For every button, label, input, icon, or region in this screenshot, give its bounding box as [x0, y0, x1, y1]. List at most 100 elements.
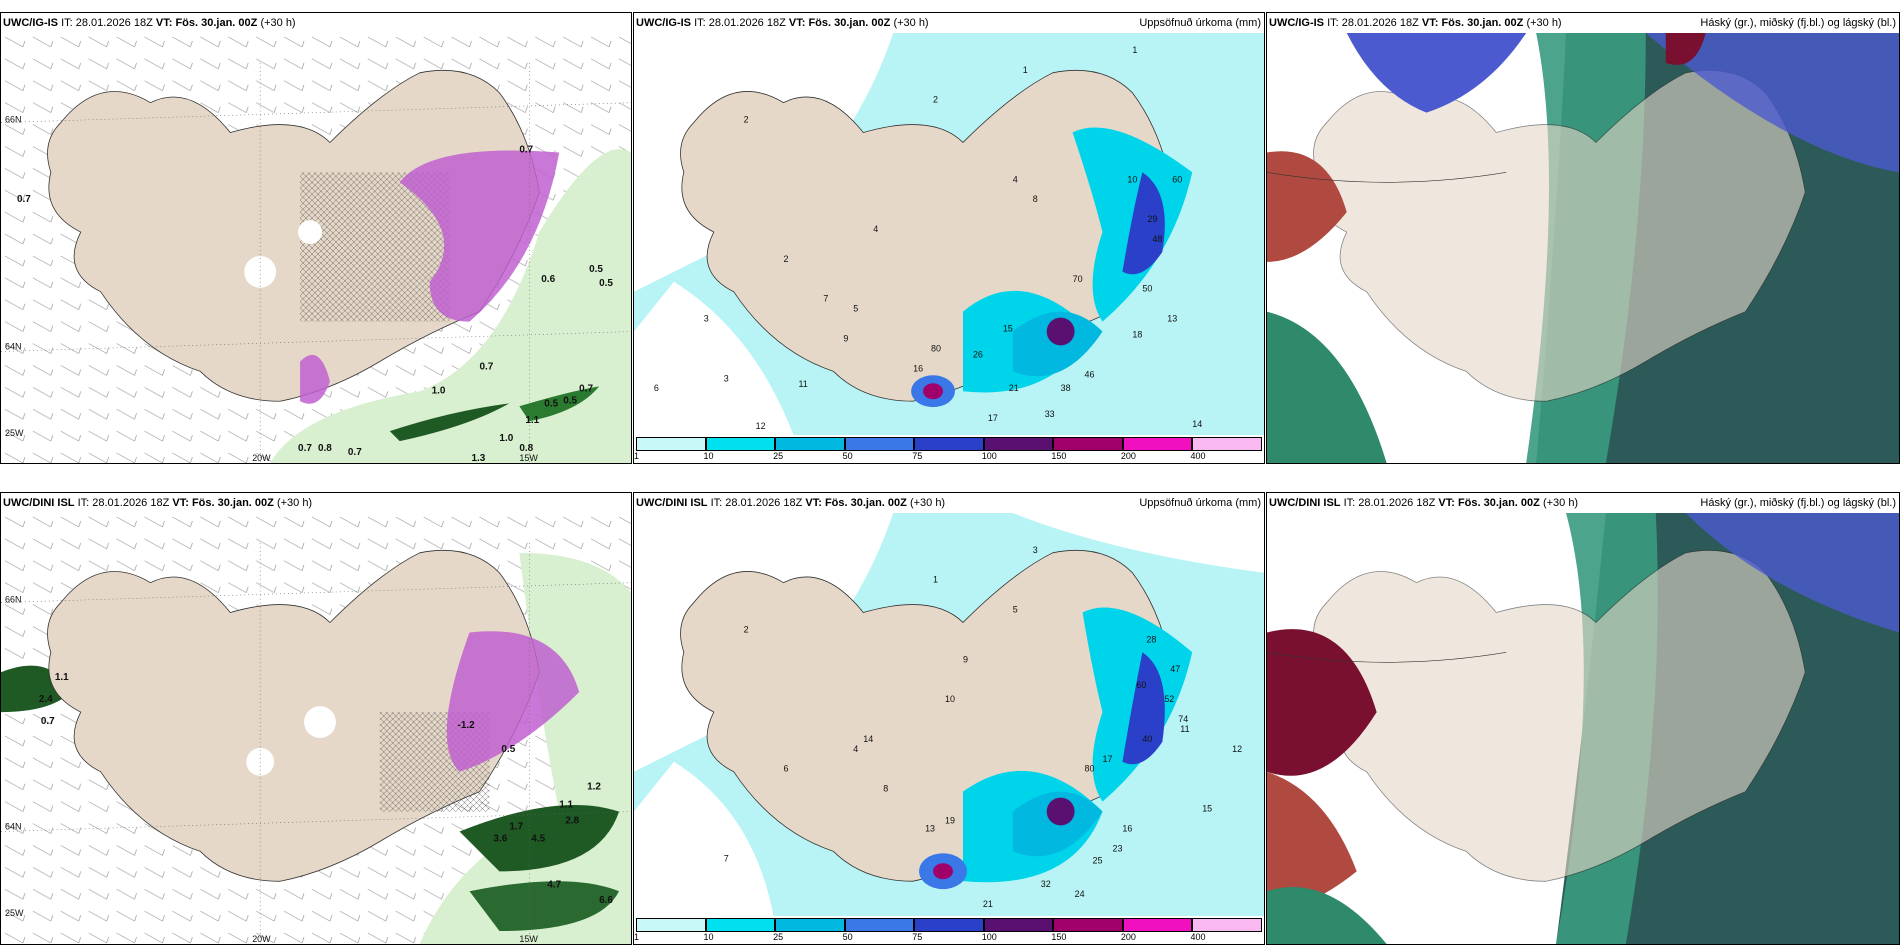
map-svg: [1267, 33, 1899, 463]
value-label: 11: [1180, 724, 1189, 734]
lat-s-label: 25W: [5, 428, 24, 438]
value-label: 1.0: [432, 385, 446, 396]
panel-field-title: Uppsöfnuð úrkoma (mm): [1139, 17, 1261, 29]
value-label: 16: [1122, 823, 1132, 833]
value-label: 46: [1085, 369, 1095, 379]
value-label: 28: [1146, 634, 1156, 644]
value-label: 14: [1192, 419, 1202, 429]
lat-s-label: 25W: [5, 908, 24, 918]
value-label: 48: [1152, 234, 1162, 244]
value-label: 13: [925, 823, 935, 833]
value-label: 70: [1073, 274, 1083, 284]
value-label: 0.7: [41, 716, 55, 727]
value-label: 9: [843, 333, 848, 343]
value-label: 3: [724, 373, 729, 383]
value-label: 8: [1033, 194, 1038, 204]
colorbar-segment: [636, 918, 706, 932]
value-label: 0.5: [544, 398, 558, 409]
value-label: 17: [988, 413, 998, 423]
colorbar-segment: [983, 918, 1054, 932]
colorbar-tick-label: 100: [981, 932, 997, 942]
panel-field-title: Uppsöfnuð úrkoma (mm): [1139, 497, 1261, 509]
map-svg: 66N 64N 25W 20W 15W 1.1 2.4 0.7 -1.2 3.6…: [1, 513, 631, 944]
panel-header: UWC/DINI ISL IT: 28.01.2026 18Z VT: Fös.…: [634, 493, 1264, 513]
value-label: 12: [756, 421, 766, 431]
colorbar-segment: [775, 918, 845, 932]
green-region: [270, 149, 631, 463]
map-svg: [1267, 513, 1899, 944]
value-label: 1.3: [472, 453, 486, 463]
value-label: 50: [1142, 284, 1152, 294]
value-label: 0.5: [599, 278, 613, 289]
value-label: 17: [1103, 754, 1113, 764]
colorbar-segment: [636, 437, 706, 451]
map-area[interactable]: [1267, 513, 1899, 944]
colorbar-segment: [914, 918, 984, 932]
colorbar-tick-label: 75: [912, 451, 923, 461]
map-area[interactable]: 3 2 1 4 5 6 7 8 10 14 9 13 19 16 17 23 2…: [634, 513, 1264, 916]
panel-header: UWC/DINI ISL IT: 28.01.2026 18Z VT: Fös.…: [1, 493, 631, 513]
value-label: 19: [945, 815, 955, 825]
value-label: 10: [945, 694, 955, 704]
value-label: 52: [1164, 694, 1174, 704]
colorbar-segment: [983, 437, 1054, 451]
colorbar-tick-label: 1: [634, 451, 640, 461]
value-label: 2: [744, 115, 749, 125]
map-svg: 3 2 1 4 5 6 7 8 10 14 9 13 19 16 17 23 2…: [634, 513, 1264, 916]
value-label: 1.2: [587, 782, 601, 793]
value-label: 38: [1061, 383, 1071, 393]
value-label: 2.4: [39, 694, 53, 705]
colorbar-tick-label: 100: [981, 451, 997, 461]
value-label: 3.6: [493, 833, 507, 844]
lon15-label: 15W: [519, 934, 538, 944]
value-label: 0.7: [579, 383, 593, 394]
panel-header: UWC/IG-IS IT: 28.01.2026 18Z VT: Fös. 30…: [1267, 13, 1899, 33]
value-label: 2: [933, 95, 938, 105]
iceland-land: [1313, 550, 1806, 882]
map-area[interactable]: 2 1 2 4 3 6 2 3 1 4 5 7 8 9 10 16 18 21 …: [634, 33, 1264, 435]
panel-header: UWC/IG-IS IT: 28.01.2026 18Z VT: Fös. 30…: [634, 13, 1264, 33]
value-label: 6: [654, 383, 659, 393]
value-label: 26: [973, 349, 983, 359]
value-label: 12: [1232, 744, 1242, 754]
map-area[interactable]: [1267, 33, 1899, 463]
value-label: 1: [1023, 65, 1028, 75]
colorbar-segment: [914, 437, 984, 451]
value-label: 1.1: [55, 672, 69, 683]
colorbar: 1 10 25 50 75 100 150 200 400: [634, 918, 1262, 942]
value-label: 60: [1172, 174, 1182, 184]
colorbar: 1 10 25 50 75 100 150 200 400: [634, 437, 1262, 461]
value-label: 0.7: [479, 361, 493, 372]
value-label: 3: [704, 314, 709, 324]
colorbar-tick-label: 400: [1190, 932, 1206, 942]
value-label: 21: [1009, 383, 1019, 393]
map-area[interactable]: 66N 64N 25W 20W 15W 0.7 0.7 0.5 0.5 0.7 …: [1, 33, 631, 463]
colorbar-segment: [705, 437, 776, 451]
iceland-land: [1313, 70, 1806, 402]
value-label: 40: [1142, 734, 1152, 744]
value-label: 1.1: [525, 415, 539, 426]
colorbar-segment: [1053, 918, 1123, 932]
colorbar-segment: [844, 918, 915, 932]
panel-header: UWC/DINI ISL IT: 28.01.2026 18Z VT: Fös.…: [1267, 493, 1899, 513]
value-label: 18: [1132, 329, 1142, 339]
colorbar-tick-label: 25: [773, 451, 784, 461]
value-label: 0.8: [318, 443, 332, 454]
value-label: 21: [983, 899, 993, 909]
colorbar-tick-label: 10: [703, 451, 714, 461]
map-area[interactable]: 66N 64N 25W 20W 15W 1.1 2.4 0.7 -1.2 3.6…: [1, 513, 631, 944]
value-label: 8: [883, 784, 888, 794]
colorbar-tick-label: 50: [842, 451, 853, 461]
colorbar-segment: [1122, 918, 1193, 932]
value-label: 74: [1178, 714, 1188, 724]
map-svg: 66N 64N 25W 20W 15W 0.7 0.7 0.5 0.5 0.7 …: [1, 33, 631, 463]
colorbar-tick-label: 200: [1120, 451, 1136, 461]
panel-igis-precip: UWC/IG-IS IT: 28.01.2026 18Z VT: Fös. 30…: [633, 12, 1265, 464]
value-label: 14: [863, 734, 873, 744]
value-label: 4: [873, 224, 878, 234]
value-label: 13: [1167, 314, 1177, 324]
value-label: 9: [963, 654, 968, 664]
panel-igis-clouds: UWC/IG-IS IT: 28.01.2026 18Z VT: Fös. 30…: [1266, 12, 1900, 464]
value-label: 25: [1093, 855, 1103, 865]
lon20-label: 20W: [252, 934, 271, 944]
